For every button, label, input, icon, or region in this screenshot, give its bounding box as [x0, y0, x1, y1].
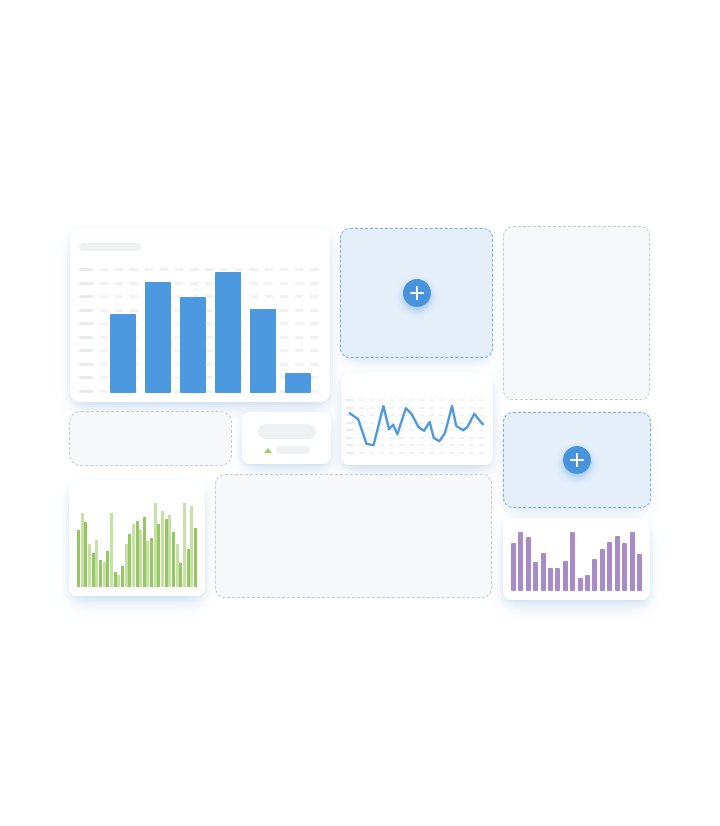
- gridline-row: [79, 281, 320, 285]
- purple-bar-chart-widget[interactable]: [503, 518, 650, 600]
- bar: [153, 503, 157, 587]
- empty-widget-placeholder-mid-left[interactable]: [69, 411, 232, 466]
- add-widget-tile-top[interactable]: [340, 228, 493, 358]
- caret-up-icon: [263, 447, 272, 453]
- bar: [607, 542, 613, 591]
- empty-widget-placeholder-bottom[interactable]: [215, 474, 492, 598]
- empty-widget-placeholder-top-right[interactable]: [503, 226, 650, 400]
- gridline-row: [79, 335, 320, 339]
- bar: [164, 518, 168, 587]
- gridline-row: [346, 444, 488, 447]
- bar: [139, 530, 143, 587]
- bar: [84, 522, 88, 587]
- bar: [599, 548, 605, 591]
- gridline-row: [346, 406, 488, 409]
- bar: [525, 537, 531, 591]
- bar: [135, 520, 139, 587]
- bar: [555, 568, 561, 591]
- bar: [161, 511, 165, 587]
- stat-value-placeholder: [258, 424, 316, 439]
- gridline-row: [79, 362, 320, 366]
- bar: [577, 578, 583, 591]
- gridline-row: [346, 414, 488, 417]
- bar: [540, 553, 546, 591]
- bar: [548, 568, 554, 591]
- gridline-row: [346, 451, 488, 454]
- bar: [570, 531, 576, 591]
- bar: [250, 309, 276, 393]
- gridline-row: [346, 436, 488, 439]
- stat-widget[interactable]: [242, 412, 331, 464]
- bar: [145, 281, 171, 393]
- plus-icon: [563, 446, 591, 474]
- bar: [614, 535, 620, 591]
- bar: [585, 574, 591, 591]
- gridline-row: [79, 349, 320, 353]
- line-chart-plot: [347, 400, 487, 455]
- bar: [285, 373, 311, 393]
- bar: [175, 544, 179, 587]
- bar: [592, 558, 598, 591]
- bar: [518, 531, 524, 591]
- bar: [102, 562, 106, 587]
- bar: [77, 530, 80, 587]
- bar: [113, 571, 117, 587]
- bar: [186, 549, 190, 587]
- bar: [168, 514, 172, 587]
- bar-chart-bars: [511, 530, 642, 591]
- bar: [172, 531, 176, 587]
- bar: [98, 560, 102, 587]
- bar: [106, 550, 110, 587]
- bar: [109, 512, 113, 587]
- stat-label-placeholder: [275, 446, 310, 454]
- bar: [180, 297, 206, 393]
- bar: [150, 537, 154, 587]
- gridline-row: [79, 389, 320, 393]
- bar: [190, 506, 194, 587]
- bar: [157, 524, 161, 587]
- bar: [179, 563, 183, 587]
- bar: [131, 524, 135, 587]
- add-widget-button[interactable]: [402, 279, 431, 307]
- bar: [511, 543, 516, 591]
- gridline-row: [79, 376, 320, 380]
- bar: [142, 516, 146, 587]
- widget-title-placeholder: [79, 243, 141, 251]
- bar: [124, 544, 128, 587]
- bar-chart-bars: [77, 492, 197, 587]
- bar: [110, 314, 136, 393]
- gridline-row: [79, 295, 320, 299]
- plus-icon: [403, 279, 431, 307]
- add-widget-button[interactable]: [563, 446, 591, 474]
- bar: [87, 544, 91, 587]
- bar: [80, 512, 84, 587]
- chart-gridlines: [79, 268, 320, 393]
- green-bar-chart-widget[interactable]: [69, 480, 205, 596]
- bar-chart-bars: [110, 262, 316, 393]
- gridline-row: [346, 399, 488, 401]
- bar: [562, 560, 568, 591]
- line-chart-widget[interactable]: [341, 373, 493, 465]
- add-widget-tile-right[interactable]: [503, 412, 651, 508]
- bar: [183, 503, 187, 587]
- bar: [91, 552, 95, 587]
- bar: [120, 566, 124, 587]
- bar: [215, 272, 241, 393]
- bar: [128, 533, 132, 587]
- bar: [636, 553, 642, 591]
- bar: [622, 543, 628, 591]
- gridline-row: [79, 308, 320, 312]
- bar: [533, 561, 539, 591]
- gridline-row: [79, 322, 320, 326]
- bar: [146, 541, 150, 587]
- bar: [95, 539, 99, 587]
- bar-chart-widget[interactable]: [70, 228, 330, 402]
- bar: [629, 532, 635, 591]
- gridline-row: [79, 268, 320, 271]
- bar: [117, 574, 121, 587]
- gridline-row: [346, 421, 488, 424]
- bar: [194, 528, 197, 587]
